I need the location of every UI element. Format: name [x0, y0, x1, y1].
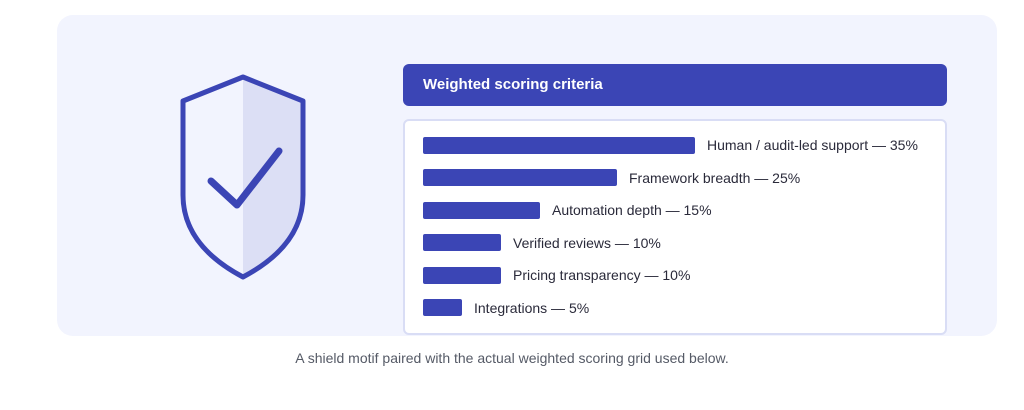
- bar-row: Pricing transparency — 10%: [423, 266, 690, 284]
- bar-label: Automation depth — 15%: [552, 202, 712, 218]
- bar: [423, 169, 617, 186]
- bar-row: Human / audit-led support — 35%: [423, 136, 918, 154]
- bar-label: Framework breadth — 25%: [629, 169, 801, 186]
- bar-row: Verified reviews — 10%: [423, 234, 661, 252]
- bar: [423, 201, 540, 219]
- bar-label: Human / audit-led support — 35%: [707, 137, 918, 153]
- figure-card: Weighted scoring criteria Human / audit-…: [57, 15, 997, 336]
- bar-row: Automation depth — 15%: [423, 201, 712, 219]
- bar-row: Framework breadth — 25%: [423, 169, 800, 187]
- bar-row: Integrations — 5%: [423, 299, 589, 317]
- bar: [423, 136, 695, 154]
- bar-label: Verified reviews — 10%: [513, 234, 661, 251]
- bar-label: Pricing transparency — 10%: [513, 267, 691, 283]
- figure-caption: A shield motif paired with the actual we…: [295, 350, 729, 366]
- bar: [423, 234, 501, 251]
- bar-label: Integrations — 5%: [474, 299, 590, 316]
- shield-check-icon: [180, 74, 306, 280]
- bar: [423, 299, 462, 316]
- scoring-grid: Human / audit-led support — 35% Framework…: [403, 119, 947, 335]
- bar: [423, 266, 501, 284]
- chart-title: Weighted scoring criteria: [403, 64, 947, 106]
